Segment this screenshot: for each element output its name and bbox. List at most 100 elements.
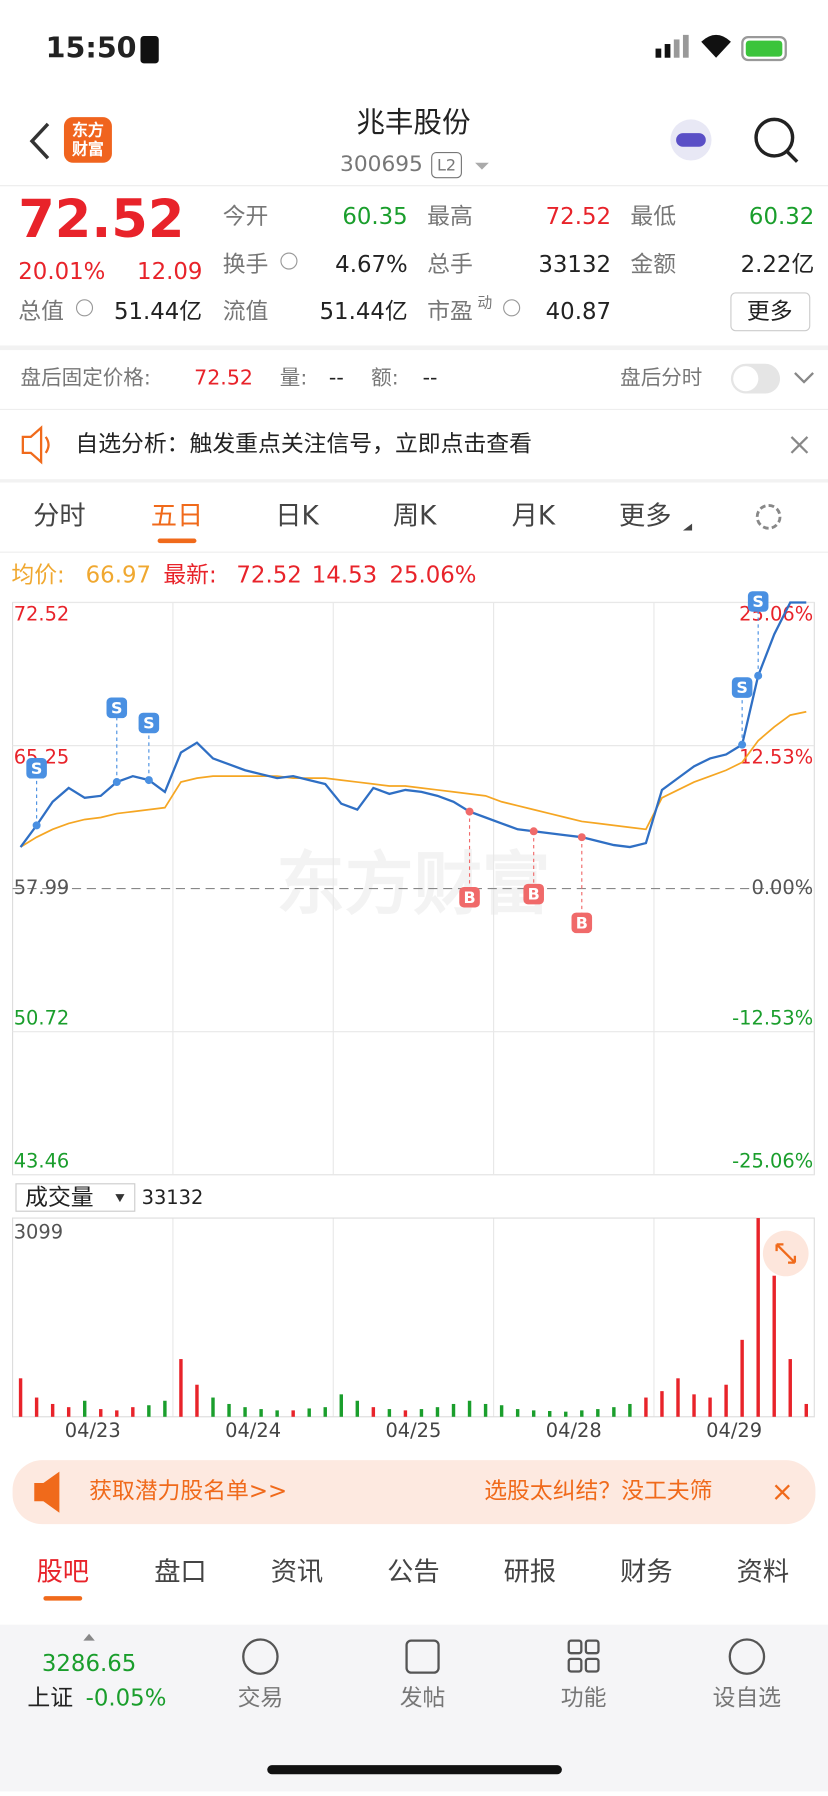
ah-toggle-label: 盘后分时 <box>620 366 702 390</box>
marker-dot <box>529 827 538 836</box>
volume-bar <box>131 1407 135 1417</box>
index-value[interactable]: 3286.65 <box>42 1651 136 1677</box>
volume-bar <box>387 1409 392 1417</box>
ah-label: 盘后固定价格: <box>21 366 151 390</box>
watermark: 东方财富 <box>276 845 550 925</box>
dock-item[interactable]: 功能 <box>561 1685 607 1711</box>
volume-bar <box>660 1391 664 1417</box>
marker-badge[interactable] <box>523 883 544 905</box>
tab[interactable]: 月K <box>512 501 556 531</box>
promo[interactable] <box>12 1460 816 1525</box>
bottom-tab[interactable]: 资料 <box>737 1558 790 1588</box>
badge <box>431 151 462 179</box>
volume-bar <box>596 1409 600 1417</box>
banner-text[interactable]: 自选分析：触发重点关注信号，立即点击查看 <box>75 431 532 457</box>
volume-bar <box>756 1218 760 1417</box>
volume-bar <box>34 1397 39 1417</box>
volume-bar <box>788 1359 792 1417</box>
back-button[interactable] <box>29 122 50 160</box>
bottom-tab[interactable]: 股吧 <box>37 1558 90 1588</box>
search-icon[interactable] <box>754 117 795 158</box>
volume-bar <box>195 1384 199 1417</box>
volume-bar <box>515 1409 520 1417</box>
marker-badge[interactable] <box>459 886 480 908</box>
volume-bar <box>18 1378 23 1417</box>
volume-select[interactable] <box>15 1183 136 1212</box>
avg-label: 均价: <box>11 563 64 589</box>
dock-item[interactable]: 设自选 <box>713 1685 782 1711</box>
index-name[interactable]: 上证 <box>27 1685 73 1711</box>
promo-left[interactable]: 获取潜力股名单>> <box>89 1479 287 1505</box>
x-tick-label: 04/29 <box>706 1419 762 1442</box>
marker-dot <box>465 807 474 816</box>
logo <box>63 117 112 163</box>
change: 12.09 <box>137 259 202 285</box>
status-icon <box>140 36 159 64</box>
divider <box>0 345 828 351</box>
volume-bar <box>740 1339 744 1417</box>
marker-label: B <box>576 913 588 932</box>
marker-badge[interactable] <box>106 697 128 719</box>
index-pct[interactable]: -0.05% <box>86 1685 167 1711</box>
marker-label: S <box>31 759 43 778</box>
tab[interactable]: 更多 <box>619 501 672 531</box>
marker-dot <box>577 833 586 842</box>
marker-badge[interactable] <box>26 757 47 779</box>
x-tick-label: 04/28 <box>546 1419 602 1442</box>
field-label-sup: 动 <box>477 294 492 311</box>
settings-icon[interactable] <box>755 503 782 530</box>
bottom-tab[interactable]: 公告 <box>387 1558 440 1588</box>
x-tick-label: 04/23 <box>65 1419 121 1442</box>
dock-item[interactable]: 交易 <box>238 1685 284 1711</box>
volume-bar <box>548 1411 552 1417</box>
logo-text: 财富 <box>72 140 104 159</box>
marker-badge[interactable] <box>571 912 593 934</box>
marker-badge[interactable] <box>731 677 753 698</box>
tab[interactable]: 周K <box>393 501 437 531</box>
field-label: 总值 <box>18 299 64 325</box>
bottom-tab[interactable]: 研报 <box>504 1558 557 1588</box>
last-pct: 25.06% <box>389 563 476 589</box>
volume-label: 成交量 <box>25 1185 93 1211</box>
field-label: 金额 <box>630 252 676 278</box>
ah-vol: -- <box>329 366 344 390</box>
volume-bar <box>115 1410 119 1417</box>
volume-bar <box>259 1409 263 1417</box>
tab[interactable]: 日K <box>275 501 319 531</box>
promo-right[interactable]: 选股太纠结？没工夫筛 <box>484 1479 712 1505</box>
bottom-tab[interactable]: 财务 <box>620 1558 673 1588</box>
bottom-tab[interactable]: 资讯 <box>271 1558 324 1588</box>
field-value: 40.87 <box>546 299 611 325</box>
bottom-tab[interactable]: 盘口 <box>154 1558 207 1588</box>
volume-bar <box>50 1403 55 1417</box>
y-tick-label: 72.52 <box>14 603 70 626</box>
marker-dot <box>32 821 41 830</box>
close-icon[interactable] <box>774 1484 790 1500</box>
more-button[interactable] <box>730 292 811 332</box>
marker-label: S <box>111 698 123 717</box>
y-tick-label: 57.99 <box>14 876 70 899</box>
ah-amt: -- <box>423 366 438 390</box>
tab[interactable]: 五日 <box>151 501 204 531</box>
dropdown[interactable] <box>475 162 489 170</box>
dock-item[interactable]: 发帖 <box>400 1685 446 1711</box>
marker-badge[interactable] <box>138 712 160 734</box>
speaker-icon <box>21 425 50 465</box>
field-label: 最低 <box>630 204 676 230</box>
field-value: 60.32 <box>749 204 814 230</box>
megaphone <box>34 1471 60 1513</box>
volume-frame <box>11 1217 815 1418</box>
close-icon[interactable] <box>790 436 809 454</box>
field-label: 流值 <box>223 299 269 325</box>
logo-text: 东方 <box>72 120 104 139</box>
field-label: 今开 <box>223 204 269 230</box>
chevron[interactable] <box>794 372 814 384</box>
volume-bar <box>644 1397 648 1417</box>
volume-bar <box>708 1397 712 1417</box>
field-label: 最高 <box>427 204 473 230</box>
volume-bar <box>451 1403 456 1417</box>
tab[interactable]: 分时 <box>33 501 86 531</box>
marker-badge[interactable] <box>747 591 769 612</box>
volume-bar <box>291 1410 295 1417</box>
volume-bar <box>83 1400 87 1417</box>
